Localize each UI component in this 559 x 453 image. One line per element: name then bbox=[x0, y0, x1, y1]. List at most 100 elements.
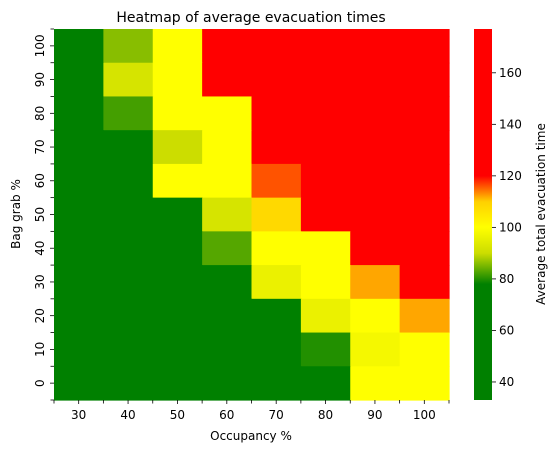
heatmap-cell bbox=[202, 231, 253, 266]
heatmap-cell bbox=[300, 231, 351, 266]
heatmap-cell bbox=[103, 62, 154, 98]
heatmap-cell bbox=[54, 366, 104, 401]
heatmap-cell bbox=[202, 62, 253, 98]
heatmap-cell bbox=[251, 231, 302, 266]
heatmap-cell bbox=[251, 29, 302, 64]
heatmap-cell bbox=[350, 163, 401, 199]
heatmap-cell bbox=[251, 96, 302, 131]
heatmap-cell bbox=[399, 130, 450, 165]
heatmap-cell bbox=[202, 197, 253, 232]
heatmap-cell bbox=[103, 265, 154, 300]
x-tick-label: 80 bbox=[318, 408, 333, 422]
heatmap-cell bbox=[300, 29, 351, 64]
heatmap-cell bbox=[103, 163, 154, 199]
heatmap-cell bbox=[54, 332, 104, 367]
heatmap-cell bbox=[350, 197, 401, 232]
x-axis-label: Occupancy % bbox=[210, 429, 292, 443]
colorbar-ticks: 40 60 80 100 120 140 160 bbox=[492, 66, 522, 389]
heatmap-cell bbox=[54, 298, 104, 334]
heatmap-cell bbox=[152, 29, 203, 64]
heatmap-cell bbox=[103, 96, 154, 131]
heatmap-cell bbox=[152, 332, 203, 367]
heatmap-cell bbox=[251, 62, 302, 98]
y-tick-label: 60 bbox=[33, 173, 47, 188]
colorbar-tick-label: 100 bbox=[499, 220, 522, 234]
heatmap-cell bbox=[202, 298, 253, 334]
heatmap-cell bbox=[54, 197, 104, 232]
heatmap-cell bbox=[399, 366, 450, 401]
heatmap-cell bbox=[251, 265, 302, 300]
heatmap-cell bbox=[152, 298, 203, 334]
heatmap-cell bbox=[251, 163, 302, 199]
x-tick-label: 90 bbox=[367, 408, 382, 422]
heatmap-cell bbox=[152, 62, 203, 98]
heatmap-cell bbox=[399, 197, 450, 232]
heatmap-cell bbox=[152, 366, 203, 401]
y-tick-label: 30 bbox=[33, 274, 47, 289]
heatmap-cell bbox=[54, 29, 104, 64]
heatmap-cell bbox=[300, 96, 351, 131]
heatmap-cell bbox=[202, 163, 253, 199]
y-tick-label: 0 bbox=[33, 379, 47, 387]
heatmap-cells bbox=[54, 29, 450, 401]
heatmap-cell bbox=[399, 96, 450, 131]
colorbar-tick-label: 160 bbox=[499, 66, 522, 80]
x-tick-label: 60 bbox=[219, 408, 234, 422]
heatmap-cell bbox=[399, 231, 450, 266]
y-tick-label: 80 bbox=[33, 106, 47, 121]
heatmap-cell bbox=[54, 62, 104, 98]
heatmap-cell bbox=[202, 96, 253, 131]
heatmap-cell bbox=[103, 29, 154, 64]
heatmap-cell bbox=[399, 62, 450, 98]
heatmap-cell bbox=[399, 163, 450, 199]
heatmap-cell bbox=[300, 130, 351, 165]
heatmap-cell bbox=[350, 298, 401, 334]
colorbar bbox=[474, 29, 492, 400]
x-tick-label: 70 bbox=[269, 408, 284, 422]
heatmap-cell bbox=[350, 29, 401, 64]
heatmap-cell bbox=[202, 366, 253, 401]
heatmap-cell bbox=[399, 332, 450, 367]
colorbar-tick-label: 80 bbox=[499, 272, 514, 286]
heatmap-cell bbox=[350, 366, 401, 401]
heatmap-cell bbox=[350, 231, 401, 266]
heatmap-cell bbox=[399, 265, 450, 300]
chart-title: Heatmap of average evacuation times bbox=[116, 10, 385, 26]
y-tick-label: 70 bbox=[33, 139, 47, 154]
heatmap-cell bbox=[54, 96, 104, 131]
heatmap-cell bbox=[300, 366, 351, 401]
heatmap-cell bbox=[152, 197, 203, 232]
heatmap-cell bbox=[251, 366, 302, 401]
heatmap-cell bbox=[152, 265, 203, 300]
heatmap-cell bbox=[103, 197, 154, 232]
heatmap-cell bbox=[202, 265, 253, 300]
x-tick-label: 50 bbox=[170, 408, 185, 422]
heatmap-cell bbox=[202, 332, 253, 367]
heatmap-cell bbox=[152, 163, 203, 199]
heatmap-cell bbox=[251, 130, 302, 165]
heatmap-cell bbox=[300, 332, 351, 367]
heatmap-cell bbox=[399, 298, 450, 334]
heatmap-cell bbox=[54, 231, 104, 266]
heatmap-cell bbox=[152, 231, 203, 266]
y-tick-label: 50 bbox=[33, 207, 47, 222]
heatmap-cell bbox=[350, 62, 401, 98]
heatmap-cell bbox=[300, 298, 351, 334]
y-tick-label: 90 bbox=[33, 72, 47, 87]
heatmap-cell bbox=[54, 130, 104, 165]
y-tick-label: 100 bbox=[33, 34, 47, 57]
heatmap-cell bbox=[251, 197, 302, 232]
y-tick-label: 10 bbox=[33, 342, 47, 357]
x-axis: 30 40 50 60 70 80 90 100 bbox=[53, 400, 450, 422]
heatmap-cell bbox=[399, 29, 450, 64]
x-tick-label: 30 bbox=[71, 408, 86, 422]
heatmap-cell bbox=[251, 332, 302, 367]
heatmap-cell bbox=[54, 265, 104, 300]
heatmap-cell bbox=[300, 163, 351, 199]
heatmap-cell bbox=[54, 163, 104, 199]
y-tick-label: 20 bbox=[33, 308, 47, 323]
heatmap-cell bbox=[251, 298, 302, 334]
heatmap-cell bbox=[103, 366, 154, 401]
